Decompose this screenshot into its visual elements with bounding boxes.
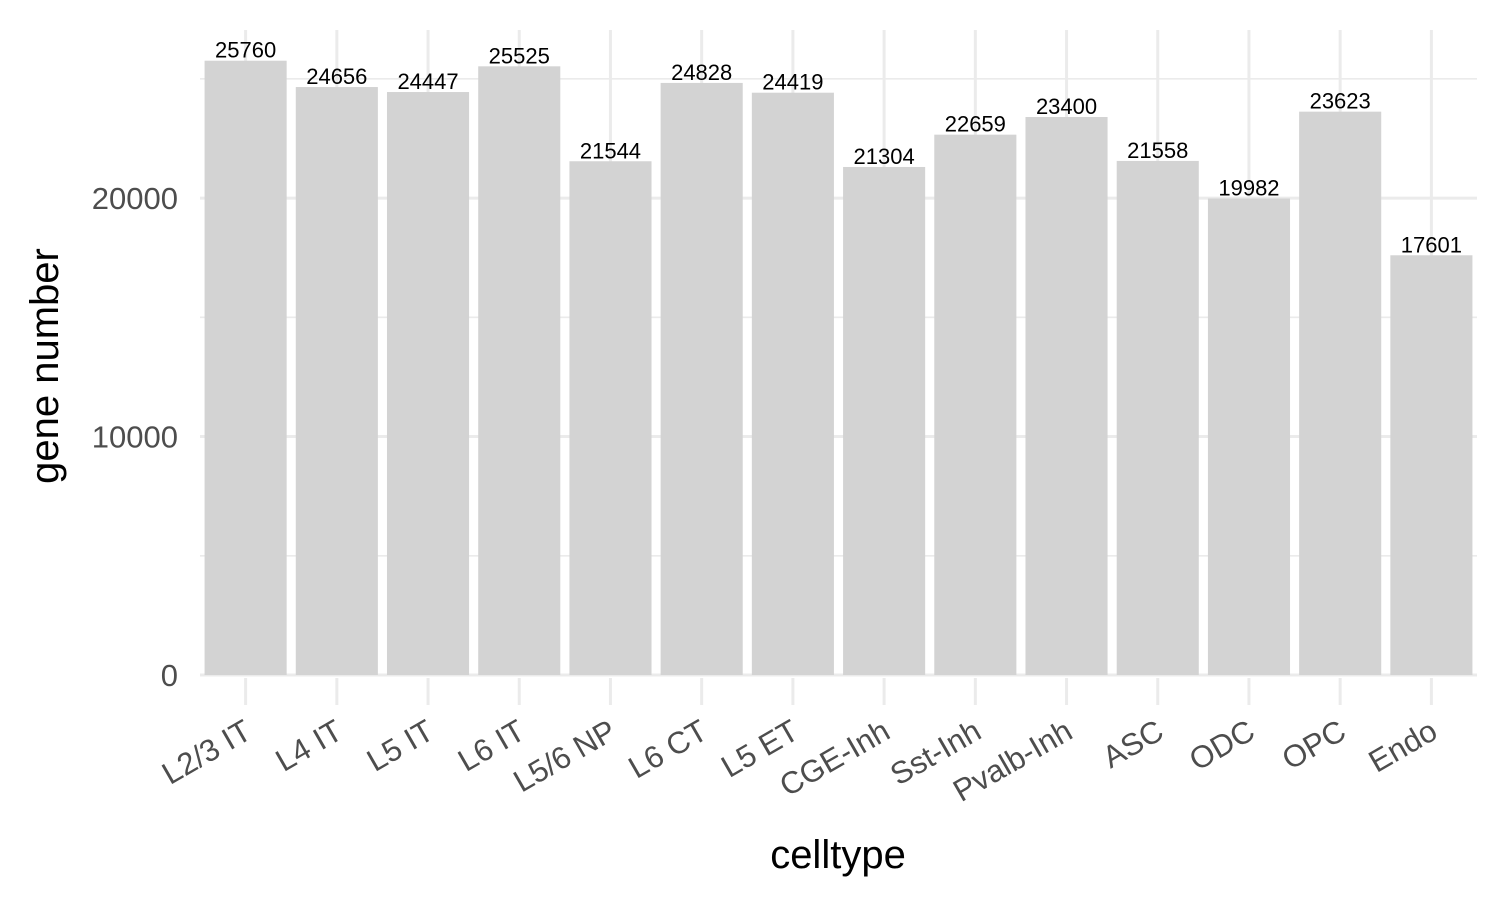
x-tick-label: Endo <box>1363 713 1443 780</box>
data-label: 21558 <box>1127 138 1188 163</box>
bar <box>204 60 287 675</box>
bar <box>1025 116 1108 676</box>
data-label: 21544 <box>580 138 641 163</box>
x-tick-label: L5/6 NP <box>507 713 622 799</box>
x-tick-label: ODC <box>1183 713 1260 778</box>
data-label: 23623 <box>1310 89 1371 114</box>
bar <box>386 92 470 676</box>
bar <box>843 166 926 675</box>
bar <box>1116 160 1199 676</box>
data-label: 19982 <box>1218 175 1279 200</box>
bars <box>204 60 1473 676</box>
y-tick-label: 20000 <box>92 181 178 216</box>
bar <box>478 66 561 675</box>
x-axis-title: celltype <box>770 833 906 877</box>
y-tick-label: 10000 <box>92 420 178 455</box>
bar <box>1299 111 1382 675</box>
data-label: 24828 <box>671 60 732 85</box>
data-label: 25760 <box>215 38 276 63</box>
bar <box>934 134 1017 676</box>
bar <box>1207 198 1291 675</box>
data-label: 22659 <box>945 112 1006 137</box>
bar <box>295 87 378 675</box>
data-label: 24419 <box>762 70 823 95</box>
x-tick-label: L6 CT <box>623 713 714 786</box>
data-label: 21304 <box>854 144 915 169</box>
x-tick-label: ASC <box>1097 713 1170 775</box>
bar <box>569 161 652 676</box>
data-label: 24656 <box>306 64 367 89</box>
data-label: 24447 <box>397 69 458 94</box>
x-tick-label: OPC <box>1276 713 1352 777</box>
data-label: 25525 <box>489 43 550 68</box>
x-tick-label: L2/3 IT <box>156 713 257 792</box>
data-label: 17601 <box>1401 232 1462 257</box>
bar <box>660 82 743 676</box>
x-tick-label: L5 IT <box>361 713 440 779</box>
data-label: 23400 <box>1036 94 1097 119</box>
bar <box>751 92 834 675</box>
y-axis: 0 10000 20000 <box>92 181 178 693</box>
y-axis-title: gene number <box>23 248 67 484</box>
x-tick-label: L4 IT <box>270 713 349 779</box>
bar <box>1390 255 1473 675</box>
data-labels: 25760 24656 24447 25525 21544 24828 24419 21304… <box>215 38 1462 258</box>
y-tick-label: 0 <box>161 658 178 693</box>
